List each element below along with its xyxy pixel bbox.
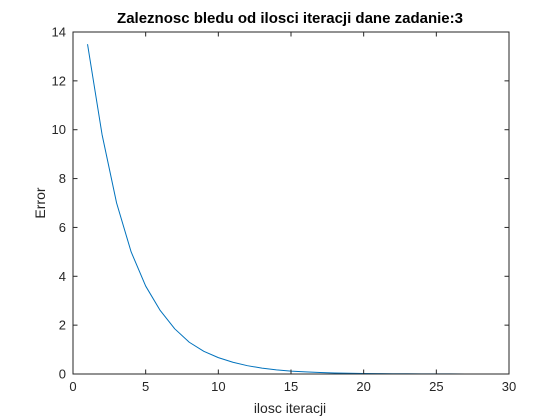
y-tick-label: 0 [59,367,66,382]
y-tick-label: 12 [52,73,66,88]
y-axis-ticks: 0 2 4 6 8 10 12 14 [52,25,509,382]
chart-title: Zaleznosc bledu od ilosci iteracji dane … [117,10,463,27]
y-tick-label: 2 [59,318,66,333]
y-tick-label: 10 [52,122,66,137]
x-axis-ticks: 0 5 10 15 20 25 30 [69,32,516,394]
y-tick-label: 4 [59,269,66,284]
x-tick-label: 10 [211,379,225,394]
x-tick-label: 20 [356,379,370,394]
y-tick-label: 6 [59,220,66,235]
x-tick-label: 0 [69,379,76,394]
x-tick-label: 30 [502,379,516,394]
x-tick-label: 25 [429,379,443,394]
x-tick-label: 5 [142,379,149,394]
plot-area: 0 5 10 15 20 25 30 0 2 4 6 8 10 12 14 [52,25,517,395]
y-tick-label: 8 [59,171,66,186]
y-axis-label: Error [32,187,48,218]
x-tick-label: 15 [284,379,298,394]
y-tick-label: 14 [52,25,66,40]
x-axis-label: ilosc iteracji [254,400,326,416]
axes-background [73,32,509,374]
